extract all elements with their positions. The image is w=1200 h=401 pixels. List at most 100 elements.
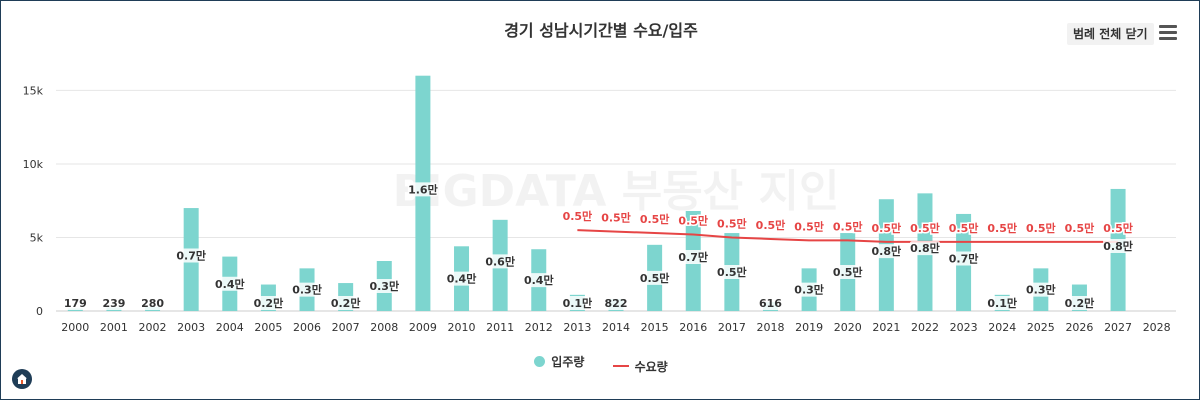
- demand-data-label: 0.5만: [987, 221, 1017, 235]
- supply-data-label-bg: [832, 265, 863, 280]
- supply-data-label-bg: [485, 254, 516, 269]
- x-tick-label: 2027: [1104, 321, 1132, 334]
- supply-data-label: 0.6만: [485, 254, 515, 268]
- supply-data-label: 280: [141, 297, 164, 310]
- supply-data-label-bg: [140, 296, 165, 310]
- x-tick-label: 2021: [872, 321, 900, 334]
- x-tick-label: 2005: [254, 321, 282, 334]
- x-tick-label: 2022: [911, 321, 939, 334]
- demand-data-label: 0.5만: [1026, 221, 1056, 235]
- supply-data-label-bg: [794, 282, 825, 297]
- demand-data-label: 0.5만: [1065, 221, 1095, 235]
- x-tick-label: 2007: [332, 321, 360, 334]
- supply-data-label-bg: [716, 265, 747, 280]
- y-tick-label: 0: [36, 305, 43, 318]
- legend-marker-supply: [534, 356, 546, 367]
- supply-data-label: 179: [64, 297, 87, 310]
- demand-data-label: 0.5만: [717, 216, 747, 230]
- y-tick-label: 5k: [30, 231, 44, 244]
- supply-data-label-bg: [562, 296, 593, 310]
- supply-data-label-bg: [214, 276, 245, 291]
- supply-data-label-bg: [446, 271, 477, 286]
- legend-toggle-button[interactable]: 범례 전체 닫기: [1067, 23, 1154, 45]
- supply-data-label: 0.2만: [331, 296, 361, 310]
- demand-line: [577, 229, 1119, 243]
- supply-data-label: 0.7만: [176, 249, 206, 263]
- legend-item-demand[interactable]: 수요량: [612, 358, 668, 375]
- supply-data-label: 0.3만: [292, 283, 322, 297]
- demand-data-label: 0.5만: [949, 221, 979, 235]
- supply-data-label-bg: [987, 296, 1018, 310]
- supply-data-label-bg: [176, 248, 207, 263]
- x-tick-label: 2018: [756, 321, 784, 334]
- supply-data-label: 239: [102, 297, 125, 310]
- supply-data-label: 0.1만: [987, 296, 1017, 310]
- supply-data-label: 0.2만: [1065, 296, 1095, 310]
- supply-data-label-bg: [369, 279, 400, 293]
- x-tick-label: 2009: [409, 321, 437, 334]
- supply-data-label: 0.5만: [640, 271, 670, 285]
- watermark-text: BIGDATA 부동산 지인: [393, 166, 840, 217]
- supply-data-label-bg: [292, 282, 323, 297]
- supply-data-label-bg: [604, 296, 628, 310]
- x-tick-label: 2019: [795, 321, 823, 334]
- chart-legend: 입주량 수요량: [1, 353, 1200, 375]
- x-tick-label: 2014: [602, 321, 630, 334]
- supply-data-label-bg: [1064, 296, 1095, 310]
- x-tick-label: 2020: [834, 321, 862, 334]
- x-tick-label: 2017: [718, 321, 746, 334]
- demand-data-label: 0.5만: [833, 219, 863, 233]
- x-tick-label: 2008: [370, 321, 398, 334]
- x-tick-label: 2012: [525, 321, 553, 334]
- supply-data-label-bg: [948, 251, 979, 266]
- supply-data-label-bg: [758, 296, 783, 310]
- supply-data-label-bg: [102, 296, 126, 310]
- x-tick-label: 2003: [177, 321, 205, 334]
- demand-data-label: 0.5만: [872, 221, 902, 235]
- x-tick-label: 2028: [1143, 321, 1171, 334]
- supply-data-label: 0.5만: [717, 265, 747, 279]
- supply-data-label-bg: [1025, 282, 1056, 297]
- chart-title: 경기 성남시기간별 수요/입주: [504, 21, 698, 40]
- house-logo-icon[interactable]: [12, 369, 32, 389]
- demand-data-label: 0.5만: [678, 214, 708, 228]
- x-tick-label: 2010: [448, 321, 476, 334]
- x-tick-label: 2000: [61, 321, 89, 334]
- supply-data-label-bg: [523, 273, 554, 288]
- supply-data-label: 0.3만: [369, 279, 399, 293]
- supply-data-label: 0.1만: [563, 296, 593, 310]
- x-tick-label: 2016: [679, 321, 707, 334]
- demand-data-label: 0.5만: [640, 212, 670, 226]
- demand-data-label: 0.5만: [563, 209, 593, 223]
- y-tick-label: 15k: [23, 84, 44, 97]
- supply-data-label: 0.8만: [1103, 239, 1133, 253]
- x-tick-label: 2011: [486, 321, 514, 334]
- x-tick-label: 2004: [216, 321, 244, 334]
- legend-marker-demand: [612, 365, 629, 367]
- x-tick-label: 2015: [641, 321, 669, 334]
- supply-data-label: 0.7만: [949, 251, 979, 265]
- supply-data-label: 0.3만: [1026, 283, 1056, 297]
- x-tick-label: 2023: [950, 321, 978, 334]
- demand-data-label: 0.5만: [1103, 221, 1133, 235]
- x-tick-label: 2013: [563, 321, 591, 334]
- supply-data-label: 0.4만: [524, 273, 554, 287]
- legend-item-supply[interactable]: 입주량: [534, 353, 584, 370]
- supply-data-label: 0.4만: [447, 272, 477, 286]
- supply-data-label-bg: [909, 241, 940, 256]
- supply-data-label-bg: [253, 296, 284, 310]
- supply-data-label: 822: [605, 297, 628, 310]
- legend-label-demand: 수요량: [634, 359, 668, 374]
- supply-data-label: 0.7만: [678, 250, 708, 264]
- watermark: BIGDATA 부동산 지인: [393, 166, 840, 217]
- demand-data-label: 0.5만: [601, 211, 631, 225]
- supply-data-label: 1.6만: [408, 182, 438, 196]
- supply-data-label-bg: [1103, 238, 1134, 253]
- hamburger-menu-icon[interactable]: [1159, 25, 1177, 41]
- supply-data-label: 0.3만: [794, 283, 824, 297]
- supply-data-label: 616: [759, 297, 782, 310]
- y-tick-label: 10k: [23, 158, 44, 171]
- x-tick-label: 2024: [988, 321, 1016, 334]
- supply-data-label-bg: [63, 296, 88, 310]
